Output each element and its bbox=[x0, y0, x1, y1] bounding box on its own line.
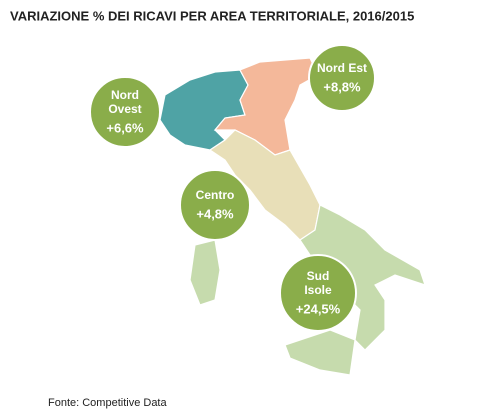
area-value: +6,6% bbox=[106, 120, 144, 135]
title: VARIAZIONE % DEI RICAVI PER AREA TERRITO… bbox=[10, 8, 414, 23]
area-name: Nord Est bbox=[317, 61, 367, 75]
region-sardegna bbox=[189, 239, 221, 306]
area-value: +4,8% bbox=[196, 206, 234, 221]
area-bubble bbox=[179, 169, 251, 241]
source: Fonte: Competitive Data bbox=[48, 397, 167, 409]
area-value: +24,5% bbox=[296, 301, 341, 316]
area-bubble bbox=[308, 44, 376, 112]
region-sicilia bbox=[284, 329, 356, 376]
area-value: +8,8% bbox=[323, 79, 361, 94]
area-bubble bbox=[279, 254, 357, 332]
area-name: Centro bbox=[196, 188, 235, 202]
area-name: Nord Ovest bbox=[108, 88, 141, 116]
area-name: Sud Isole bbox=[304, 269, 332, 297]
bubbles: Nord Ovest +6,6% Nord Est +8,8% Centro +4,8% Su… bbox=[89, 44, 376, 332]
area-bubble bbox=[89, 76, 161, 148]
